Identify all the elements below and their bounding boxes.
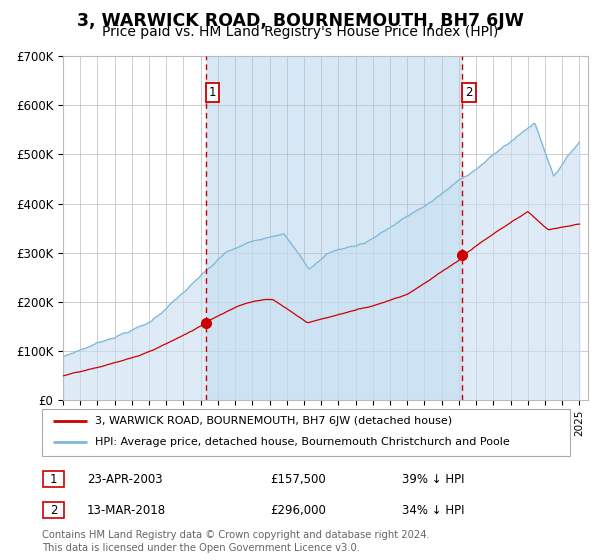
FancyBboxPatch shape (42, 409, 570, 456)
Text: 3, WARWICK ROAD, BOURNEMOUTH, BH7 6JW (detached house): 3, WARWICK ROAD, BOURNEMOUTH, BH7 6JW (d… (95, 416, 452, 426)
Text: 34% ↓ HPI: 34% ↓ HPI (402, 503, 464, 517)
Text: Contains HM Land Registry data © Crown copyright and database right 2024.
This d: Contains HM Land Registry data © Crown c… (42, 530, 430, 553)
Text: 1: 1 (209, 86, 217, 99)
FancyBboxPatch shape (43, 502, 64, 518)
Bar (206, 56, 462, 400)
Text: 2: 2 (50, 503, 57, 517)
Text: Price paid vs. HM Land Registry's House Price Index (HPI): Price paid vs. HM Land Registry's House … (102, 25, 498, 39)
Text: 3, WARWICK ROAD, BOURNEMOUTH, BH7 6JW: 3, WARWICK ROAD, BOURNEMOUTH, BH7 6JW (77, 12, 523, 30)
Text: 13-MAR-2018: 13-MAR-2018 (87, 503, 166, 517)
Text: HPI: Average price, detached house, Bournemouth Christchurch and Poole: HPI: Average price, detached house, Bour… (95, 437, 509, 447)
Text: 23-APR-2003: 23-APR-2003 (87, 473, 163, 486)
Text: 2: 2 (465, 86, 473, 99)
Text: 39% ↓ HPI: 39% ↓ HPI (402, 473, 464, 486)
Text: £296,000: £296,000 (270, 503, 326, 517)
Text: 1: 1 (50, 473, 57, 486)
Text: £157,500: £157,500 (270, 473, 326, 486)
FancyBboxPatch shape (43, 472, 64, 487)
